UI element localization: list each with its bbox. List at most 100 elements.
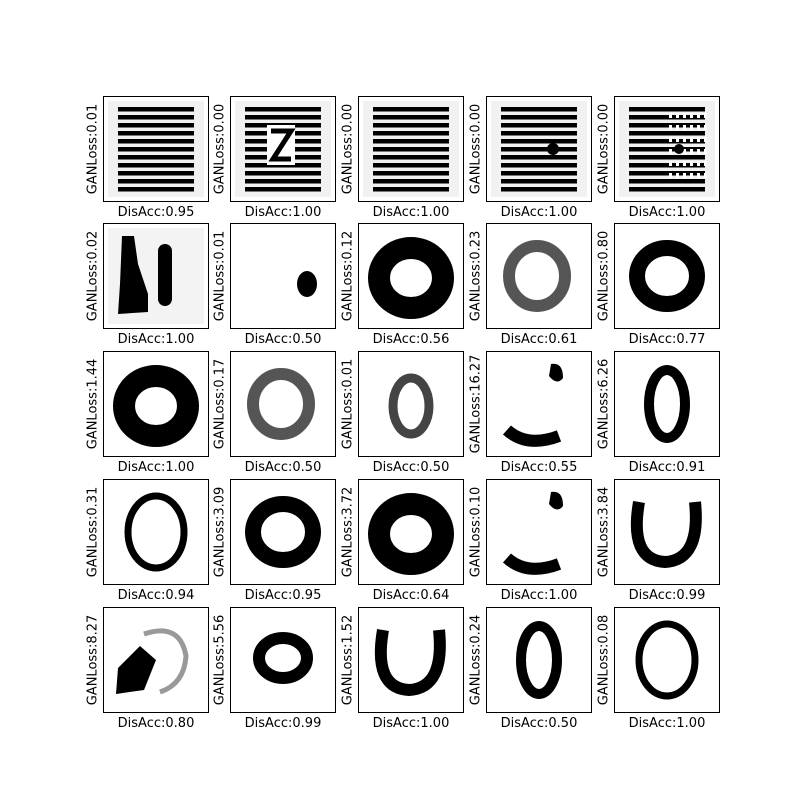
generated-image	[358, 479, 464, 585]
gan-loss-label: GANLoss:0.00	[212, 103, 228, 195]
sample-panel: GANLoss:1.52 DisAcc:1.00	[336, 607, 464, 735]
dis-acc-label: DisAcc:0.50	[500, 716, 578, 731]
sample-panel: GANLoss:3.84 DisAcc:0.99	[592, 479, 720, 607]
generated-digit-mark	[368, 237, 454, 319]
gan-loss-label: GANLoss:0.08	[596, 614, 612, 706]
gan-loss-label: GANLoss:5.56	[212, 614, 228, 706]
gan-loss-label: GANLoss:6.26	[596, 358, 612, 450]
generated-digit-mark	[108, 228, 204, 324]
sample-panel: GANLoss:0.24 DisAcc:0.50	[464, 607, 592, 735]
generated-digit-mark	[113, 365, 199, 447]
generated-image	[230, 96, 336, 202]
gan-loss-label: GANLoss:0.10	[468, 486, 484, 578]
generated-image	[230, 351, 336, 457]
sample-panel: GANLoss:0.01 DisAcc:0.50	[336, 351, 464, 479]
generated-image	[614, 351, 720, 457]
dis-acc-label: DisAcc:0.55	[500, 460, 578, 475]
generated-digit-mark	[124, 492, 188, 572]
sample-panel: GANLoss:0.10 DisAcc:1.00	[464, 479, 592, 607]
sample-panel: GANLoss:0.00 DisAcc:1.00	[336, 96, 464, 224]
generated-image	[103, 223, 209, 329]
generated-image	[614, 607, 720, 713]
sample-panel: GANLoss:8.27 DisAcc:0.80	[81, 607, 209, 735]
generated-digit-mark	[502, 491, 563, 575]
gan-loss-label: GANLoss:1.52	[340, 614, 356, 706]
generated-image	[614, 479, 720, 585]
generated-image	[358, 96, 464, 202]
generated-image	[230, 479, 336, 585]
sample-panel: GANLoss:0.00 DisAcc:1.00	[464, 96, 592, 224]
generated-digit-mark	[108, 101, 204, 197]
sample-panel: GANLoss:0.00 DisAcc:1.00	[208, 96, 336, 224]
dis-acc-label: DisAcc:1.00	[372, 716, 450, 731]
sample-panel: GANLoss:0.02 DisAcc:1.00	[81, 223, 209, 351]
gan-loss-label: GANLoss:0.31	[85, 486, 101, 578]
generated-image	[486, 223, 592, 329]
dis-acc-label: DisAcc:0.99	[244, 716, 322, 731]
gan-loss-label: GANLoss:0.02	[85, 230, 101, 322]
gan-loss-label: GANLoss:1.44	[85, 358, 101, 450]
generated-image	[358, 223, 464, 329]
generated-digit-mark	[368, 493, 454, 575]
generated-digit-mark	[235, 101, 331, 197]
gan-loss-label: GANLoss:0.17	[212, 358, 228, 450]
gan-loss-label: GANLoss:0.80	[596, 230, 612, 322]
sample-panel: GANLoss:1.44 DisAcc:1.00	[81, 351, 209, 479]
gan-loss-label: GANLoss:3.09	[212, 486, 228, 578]
sample-panel: GANLoss:3.09 DisAcc:0.95	[208, 479, 336, 607]
generated-digit-mark	[297, 271, 317, 297]
sample-panel: GANLoss:0.08 DisAcc:1.00	[592, 607, 720, 735]
sample-panel: GANLoss:16.27 DisAcc:0.55	[464, 351, 592, 479]
generated-image	[486, 479, 592, 585]
generated-digit-mark	[245, 496, 321, 568]
gan-loss-label: GANLoss:0.00	[340, 103, 356, 195]
dis-acc-label: DisAcc:1.00	[372, 205, 450, 220]
dis-acc-label: DisAcc:0.50	[372, 460, 450, 475]
gan-loss-label: GANLoss:0.01	[85, 103, 101, 195]
sample-panel: GANLoss:0.00 DisAcc:1.00	[592, 96, 720, 224]
sample-panel: GANLoss:0.17 DisAcc:0.50	[208, 351, 336, 479]
gan-loss-label: GANLoss:3.72	[340, 486, 356, 578]
generated-image	[358, 351, 464, 457]
sample-panel: GANLoss:6.26 DisAcc:0.91	[592, 351, 720, 479]
dis-acc-label: DisAcc:0.95	[117, 205, 195, 220]
gan-loss-label: GANLoss:0.00	[596, 103, 612, 195]
dis-acc-label: DisAcc:1.00	[117, 332, 195, 347]
dis-acc-label: DisAcc:0.50	[244, 460, 322, 475]
gan-loss-label: GANLoss:0.00	[468, 103, 484, 195]
generated-image	[614, 96, 720, 202]
generated-digit-mark	[247, 368, 315, 440]
dis-acc-label: DisAcc:1.00	[628, 716, 706, 731]
sample-panel: GANLoss:0.01 DisAcc:0.95	[81, 96, 209, 224]
generated-digit-mark	[619, 101, 715, 197]
generated-digit-mark	[363, 101, 459, 197]
gan-loss-label: GANLoss:3.84	[596, 486, 612, 578]
dis-acc-label: DisAcc:0.77	[628, 332, 706, 347]
generated-image	[103, 607, 209, 713]
generated-image	[486, 607, 592, 713]
generated-digit-mark	[502, 363, 563, 447]
generated-image	[230, 223, 336, 329]
gan-loss-label: GANLoss:16.27	[468, 354, 484, 454]
dis-acc-label: DisAcc:1.00	[244, 205, 322, 220]
generated-digit-mark	[503, 240, 571, 312]
dis-acc-label: DisAcc:1.00	[117, 460, 195, 475]
dis-acc-label: DisAcc:0.61	[500, 332, 578, 347]
dis-acc-label: DisAcc:0.80	[117, 716, 195, 731]
generated-image	[358, 607, 464, 713]
generated-digit-mark	[644, 365, 690, 443]
dis-acc-label: DisAcc:0.95	[244, 588, 322, 603]
sample-panel: GANLoss:0.23 DisAcc:0.61	[464, 223, 592, 351]
dis-acc-label: DisAcc:0.91	[628, 460, 706, 475]
generated-digit-mark	[116, 628, 189, 695]
dis-acc-label: DisAcc:0.94	[117, 588, 195, 603]
gan-loss-label: GANLoss:8.27	[85, 614, 101, 706]
sample-panel: GANLoss:3.72 DisAcc:0.64	[336, 479, 464, 607]
generated-digit-mark	[491, 101, 587, 197]
gan-loss-label: GANLoss:0.01	[212, 230, 228, 322]
generated-image	[103, 96, 209, 202]
generated-image	[486, 351, 592, 457]
dis-acc-label: DisAcc:0.64	[372, 588, 450, 603]
generated-digit-mark	[253, 632, 313, 684]
